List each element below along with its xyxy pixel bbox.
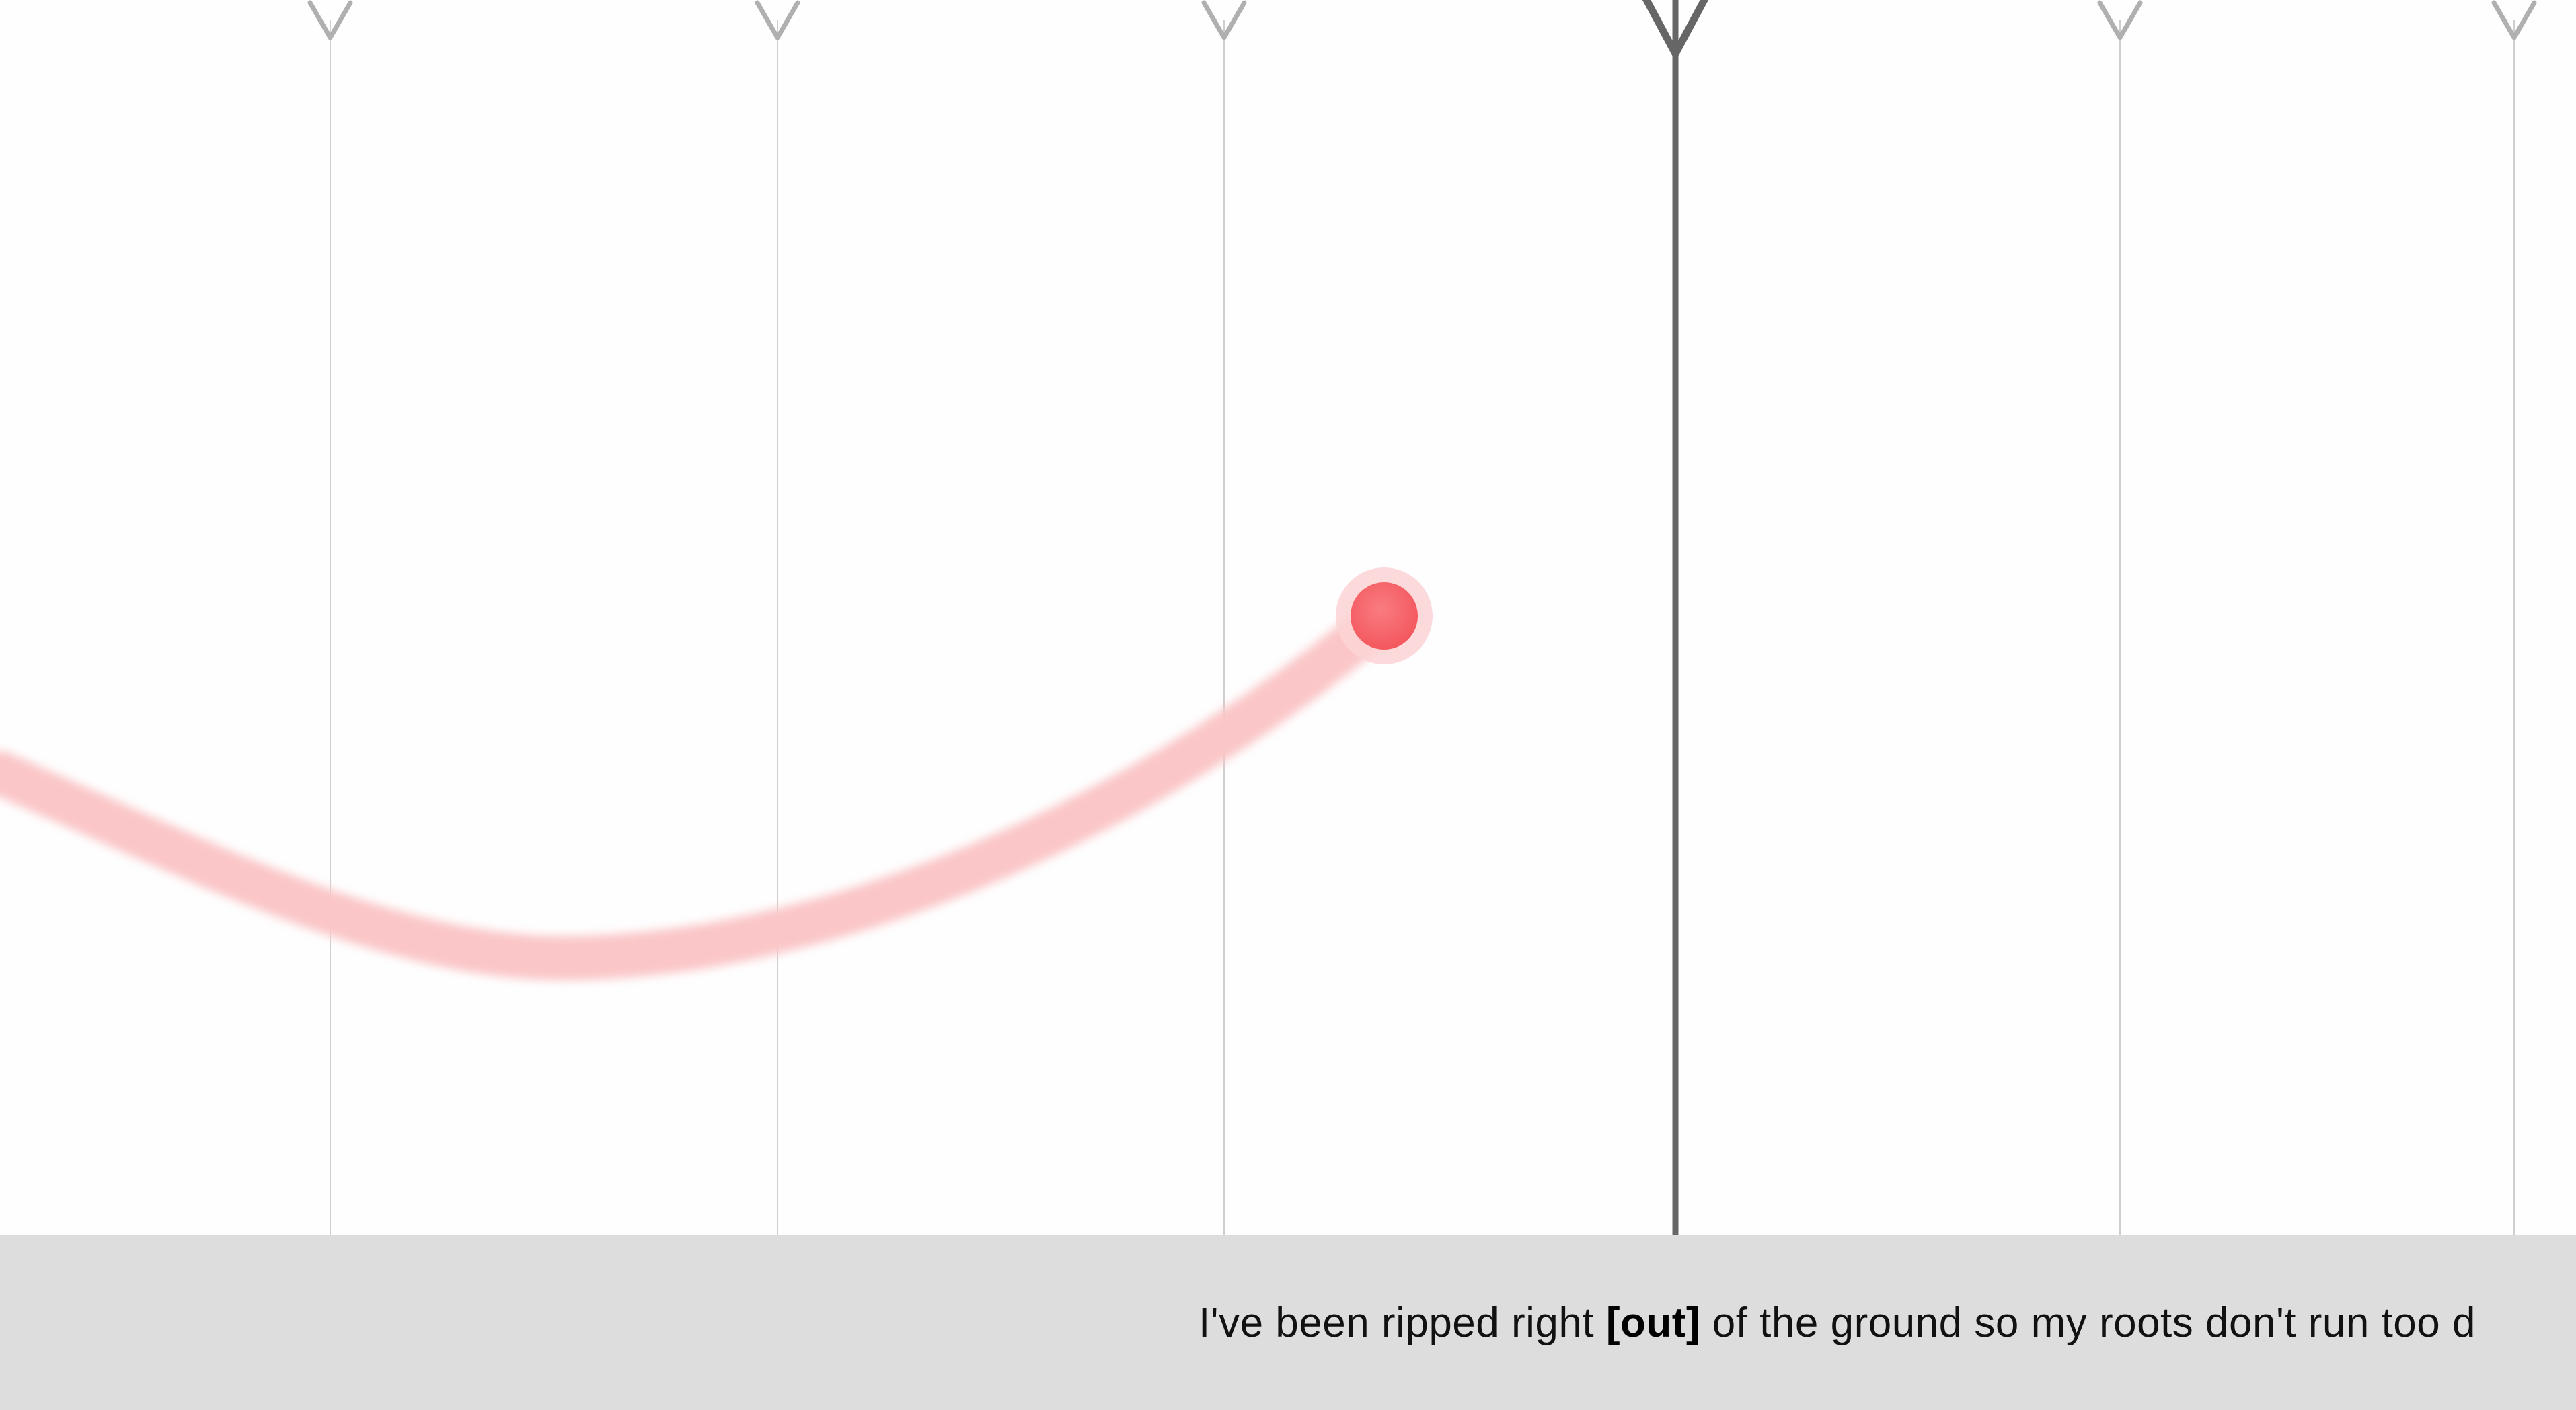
beat-markers bbox=[307, 0, 2537, 40]
lyric-before: I've been ripped right bbox=[1199, 1300, 1606, 1346]
playhead bbox=[1642, 0, 1709, 1235]
playhead-marker-icon bbox=[1642, 0, 1709, 58]
pitch-trail bbox=[0, 594, 1406, 981]
timeline-canvas bbox=[0, 0, 2537, 1235]
beat-marker-icon bbox=[2097, 0, 2143, 40]
lyric-after: of the ground so my roots don't run too … bbox=[1700, 1300, 2476, 1346]
pitch-dot-core bbox=[1351, 582, 1418, 650]
pitch-timeline bbox=[0, 0, 2537, 1235]
pitch-dot bbox=[1336, 567, 1433, 664]
lyrics-bar: I've been ripped right [out] of the grou… bbox=[0, 1235, 2576, 1410]
beat-grid bbox=[330, 20, 2515, 1235]
beat-marker-icon bbox=[1201, 0, 1247, 40]
lyric-line: I've been ripped right [out] of the grou… bbox=[1199, 1293, 2476, 1354]
lyric-current-word: [out] bbox=[1605, 1300, 1701, 1346]
beat-marker-icon bbox=[755, 0, 800, 40]
beat-marker-icon bbox=[2491, 0, 2537, 40]
beat-marker-icon bbox=[307, 0, 353, 40]
